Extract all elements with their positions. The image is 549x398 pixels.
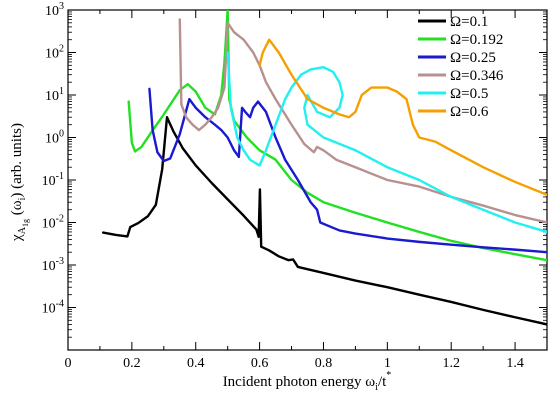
series-line-1 — [101, 116, 547, 326]
legend-label: Ω=0.192 — [450, 32, 503, 48]
y-tick-label: 10-3 — [42, 256, 64, 274]
y-ticks: 10-4 10-3 10-2 10-1 100 101 102 103 — [42, 1, 547, 351]
y-tick-label: 103 — [45, 1, 64, 19]
legend-label: Ω=0.6 — [450, 104, 489, 120]
x-tick-label: 1.4 — [506, 356, 524, 371]
y-tick-label: 10-1 — [42, 171, 64, 189]
legend-label: Ω=0.25 — [450, 50, 496, 66]
y-tick-label: 101 — [45, 86, 64, 104]
x-tick-label: 0.8 — [315, 356, 333, 371]
svg-text:χA1g (ωi) (arb. units): χA1g (ωi) (arb. units) — [9, 123, 30, 242]
series-line-5 — [226, 51, 547, 234]
series-line-6 — [258, 38, 547, 196]
series-line-3 — [148, 87, 547, 254]
x-tick-label: 0.2 — [123, 356, 141, 371]
x-axis-label: Incident photon energy ωi/t* — [223, 370, 392, 393]
x-tick-label: 1 — [384, 356, 391, 371]
x-tick-label: 0.6 — [251, 356, 269, 371]
y-tick-label: 100 — [45, 129, 64, 147]
series-layer — [101, 10, 547, 326]
series-line-4 — [178, 18, 547, 224]
y-tick-label: 10-2 — [42, 214, 64, 232]
legend-label: Ω=0.346 — [450, 68, 504, 84]
x-tick-label: 0.4 — [187, 356, 205, 371]
legend-label: Ω=0.5 — [450, 86, 488, 102]
x-tick-label: 0 — [65, 356, 72, 371]
x-ticks: 0 0.2 0.4 0.6 0.8 1 1.2 1.4 — [65, 10, 548, 371]
legend-label: Ω=0.1 — [450, 14, 488, 30]
y-tick-label: 10-4 — [42, 299, 64, 317]
y-tick-label: 102 — [45, 44, 64, 62]
y-axis-label: χA1g (ωi) (arb. units) — [9, 123, 30, 242]
x-tick-label: 1.2 — [442, 356, 460, 371]
legend: Ω=0.1 Ω=0.192 Ω=0.25 Ω=0.346 Ω=0.5 Ω=0.6 — [418, 14, 504, 120]
